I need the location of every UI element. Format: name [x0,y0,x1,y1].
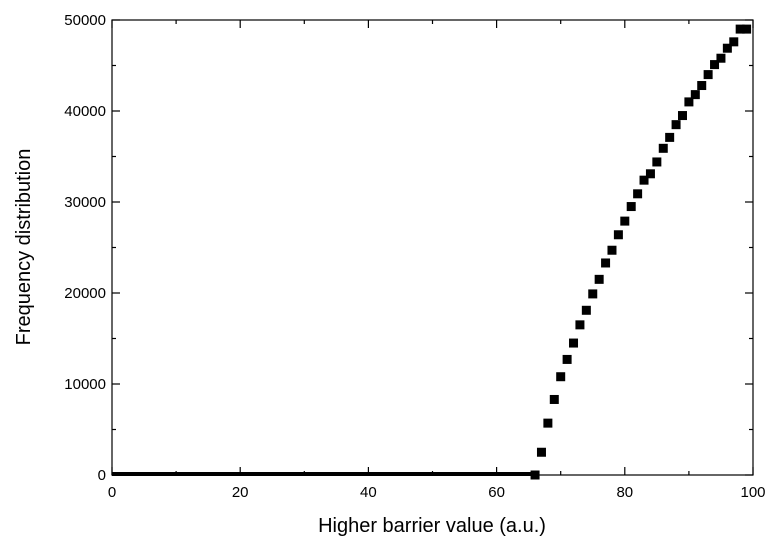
data-points [112,24,752,480]
data-point [549,394,559,404]
x-tick-label: 0 [108,484,116,501]
data-point [658,143,668,153]
data-point [581,305,591,315]
y-tick-label: 0 [98,467,106,484]
axis-ticks [111,19,754,476]
data-point [742,24,752,34]
data-point [588,289,598,299]
data-point [645,169,655,179]
data-point [677,111,687,121]
x-tick-label: 40 [360,484,377,501]
data-point [710,60,720,70]
x-axis-title: Higher barrier value (a.u.) [318,515,546,537]
x-tick-label: 80 [616,484,633,501]
baseline-points [112,472,536,476]
data-point [556,372,566,382]
data-point [562,354,572,364]
y-axis-title: Frequency distribution [13,149,35,346]
data-point [607,245,617,255]
data-point [684,97,694,107]
x-tick-label: 60 [488,484,505,501]
tick-labels: 0 20 40 60 80 100 0 10000 20000 30000 40000 50000 [64,12,765,501]
data-point [671,120,681,130]
y-tick-label: 30000 [64,194,106,211]
data-point [716,53,726,63]
data-point [594,274,604,284]
data-point [652,157,662,167]
data-point [620,216,630,226]
plot-frame [111,19,754,476]
data-point [543,418,553,428]
data-point [633,189,643,199]
data-point [639,175,649,185]
data-point [697,81,707,91]
data-point [703,70,713,80]
data-point [613,230,623,240]
data-point [665,132,675,142]
data-point [722,43,732,53]
data-point [626,202,636,212]
y-tick-label: 50000 [64,12,106,29]
data-point [601,258,611,268]
x-tick-label: 100 [740,484,765,501]
data-point [690,90,700,100]
x-tick-label: 20 [232,484,249,501]
data-point [530,470,540,480]
y-tick-label: 10000 [64,376,106,393]
data-point [536,447,546,457]
data-point [729,37,739,47]
y-tick-label: 20000 [64,285,106,302]
data-point [569,338,579,348]
y-tick-label: 40000 [64,103,106,120]
data-point [735,24,745,34]
data-point [575,320,585,330]
